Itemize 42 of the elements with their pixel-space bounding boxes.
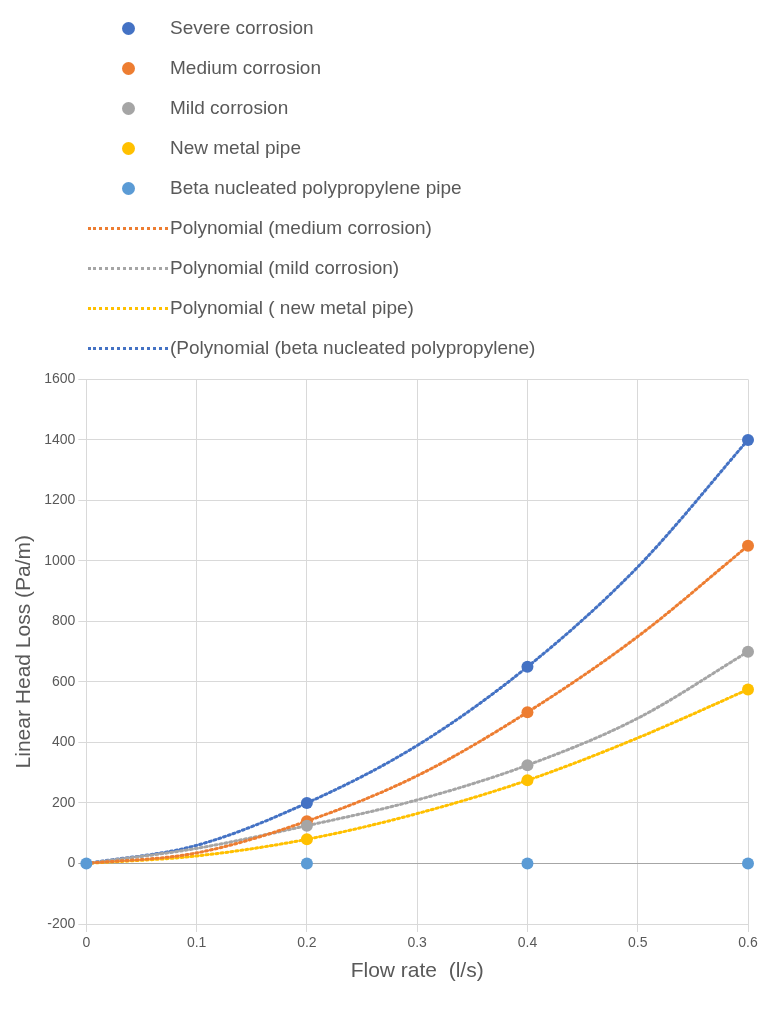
legend-label: New metal pipe <box>170 137 301 159</box>
point <box>521 857 534 870</box>
x-tick-label: 0.3 <box>407 934 428 951</box>
y-tick-label: 200 <box>51 793 76 810</box>
legend-label: Mild corrosion <box>170 97 289 119</box>
y-tick-label: 1200 <box>44 491 76 508</box>
y-tick-label: 400 <box>51 733 76 750</box>
point <box>521 774 534 787</box>
x-axis-title: Flow rate (l/s) <box>350 958 484 982</box>
y-tick-label: 0 <box>67 854 76 871</box>
legend-label: Polynomial (medium corrosion) <box>170 217 432 239</box>
point <box>521 759 534 772</box>
y-tick-label: 800 <box>51 612 76 629</box>
x-tick-label: 0.4 <box>517 934 538 951</box>
legend-label: Polynomial ( new metal pipe) <box>170 297 414 319</box>
y-tick-label: 1600 <box>44 370 76 387</box>
point <box>521 706 534 719</box>
x-tick-label: 0.2 <box>297 934 317 951</box>
y-tick-label: 1400 <box>44 430 76 447</box>
point <box>300 819 313 832</box>
x-tick-label: 0 <box>82 934 91 951</box>
point <box>742 857 754 870</box>
legend-label: Beta nucleated polypropylene pipe <box>170 177 462 199</box>
legend-label: (Polynomial (beta nucleated polypropylene) <box>170 337 536 359</box>
legend-label: Polynomial (mild corrosion) <box>170 257 400 279</box>
y-tick-label: -200 <box>47 914 76 931</box>
point <box>742 645 754 658</box>
y-tick-label: 1000 <box>44 551 76 568</box>
x-tick-label: 0.6 <box>738 934 758 951</box>
x-tick-label: 0.5 <box>627 934 648 951</box>
legend-label: Severe corrosion <box>170 17 314 39</box>
point <box>742 433 754 446</box>
point <box>300 857 313 870</box>
point <box>742 683 754 696</box>
y-tick-label: 600 <box>51 672 76 689</box>
point <box>521 660 534 673</box>
y-axis-title: Linear Head Loss (Pa/m) <box>11 534 35 769</box>
point <box>300 796 313 809</box>
legend-label: Medium corrosion <box>170 57 321 79</box>
point <box>742 539 754 552</box>
x-tick-label: 0.1 <box>186 934 207 951</box>
point <box>300 833 313 846</box>
